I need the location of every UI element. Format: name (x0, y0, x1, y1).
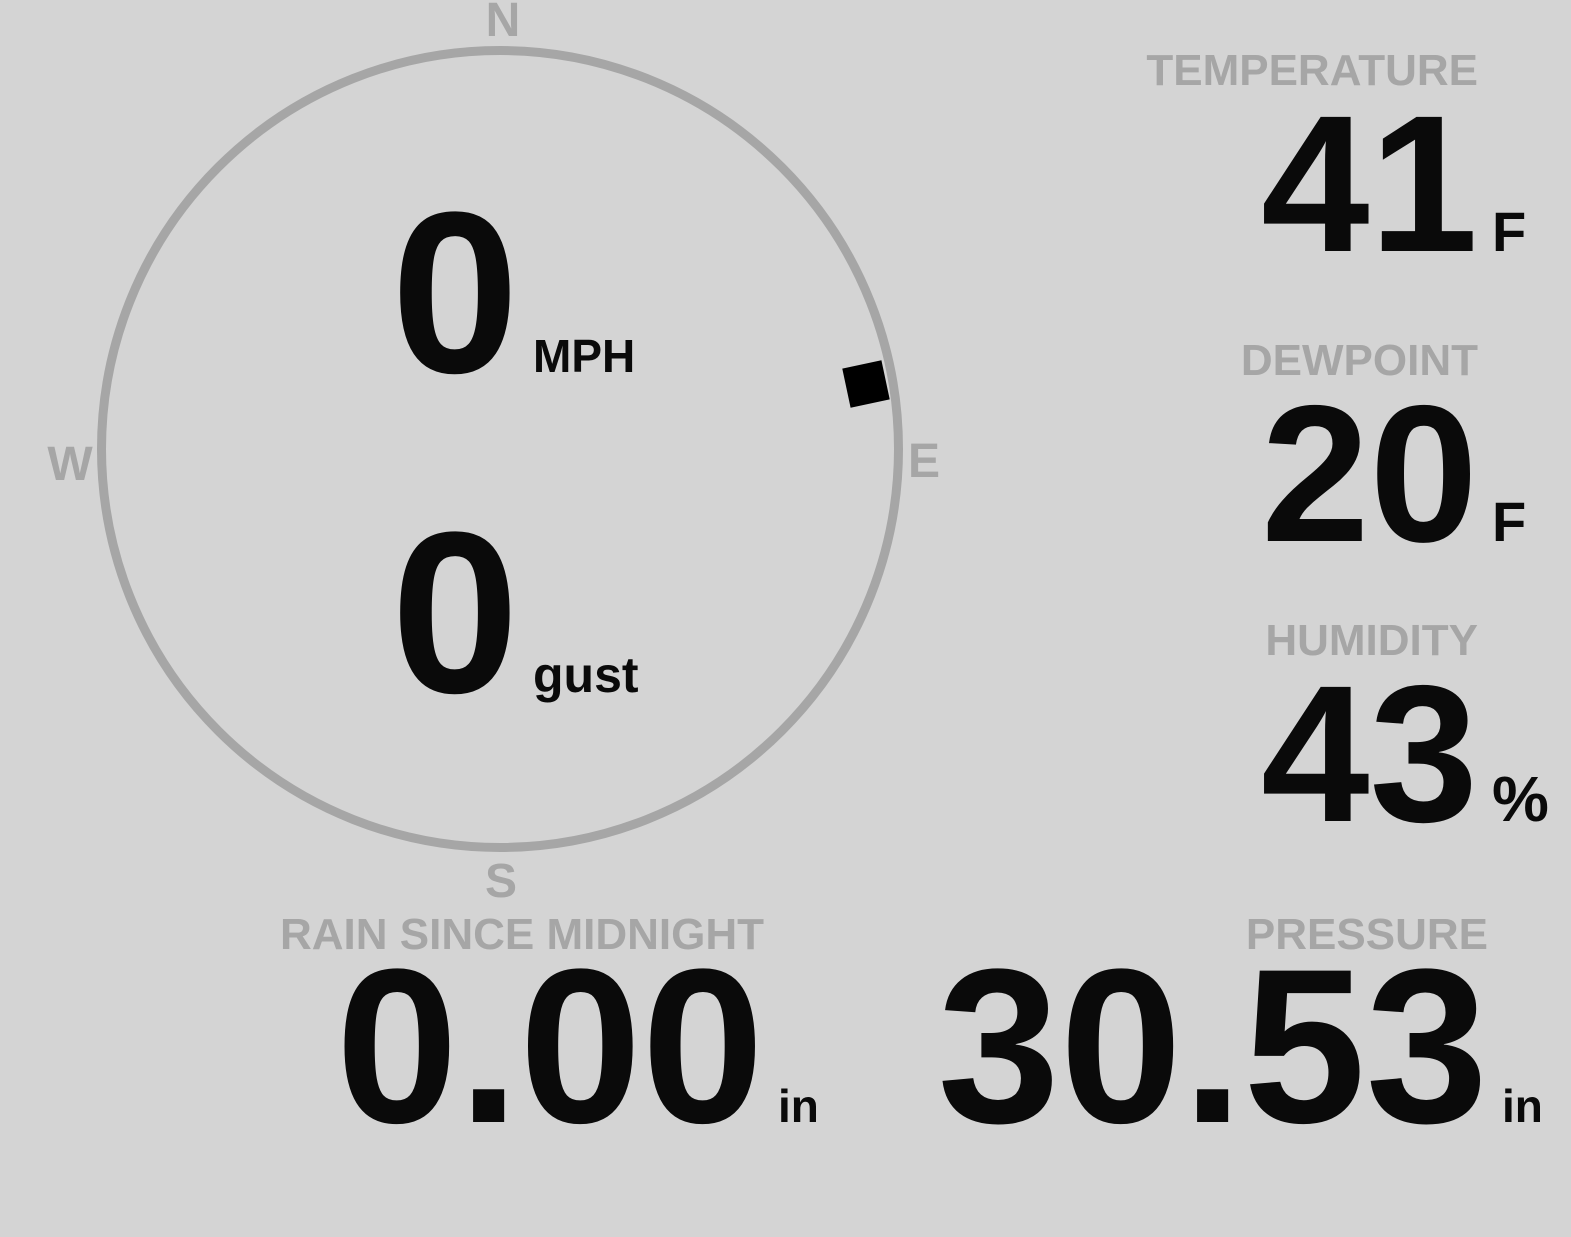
temperature-unit: F (1492, 200, 1527, 263)
pressure-unit: in (1502, 1080, 1543, 1132)
wind-gust-label: gust (533, 647, 639, 703)
temperature-label: TEMPERATURE (1146, 46, 1478, 95)
temperature-value: 41 (1261, 75, 1478, 293)
wind-speed-unit: MPH (533, 330, 636, 382)
rain-label: RAIN SINCE MIDNIGHT (280, 910, 764, 959)
pressure-label: PRESSURE (1245, 910, 1488, 959)
compass-label-east: E (907, 435, 941, 488)
dewpoint-unit: F (1492, 490, 1527, 553)
dewpoint-value-row: 20 F (1261, 365, 1526, 583)
metric-rain-since-midnight: RAIN SINCE MIDNIGHT 0.00 in (280, 910, 819, 1169)
wind-speed-value: 0 (391, 164, 519, 421)
dewpoint-label: DEWPOINT (1240, 336, 1478, 385)
rain-value-row: 0.00 in (335, 923, 819, 1169)
wind-speed-row: 0 MPH (391, 164, 635, 421)
metric-temperature: TEMPERATURE 41 F (1146, 46, 1526, 293)
compass-ring (97, 46, 903, 852)
compass-label-south: S (484, 855, 518, 908)
wind-direction-marker (842, 360, 890, 408)
humidity-value-row: 43 % (1261, 645, 1549, 863)
wind-gust-row: 0 gust (391, 484, 638, 741)
metric-humidity: HUMIDITY 43 % (1261, 616, 1549, 863)
humidity-value: 43 (1261, 645, 1478, 863)
dewpoint-value: 20 (1261, 365, 1478, 583)
temperature-value-row: 41 F (1261, 75, 1526, 293)
humidity-unit: % (1492, 763, 1549, 835)
metric-dewpoint: DEWPOINT 20 F (1240, 336, 1526, 583)
pressure-value: 30.53 (937, 923, 1488, 1169)
rain-value: 0.00 (335, 923, 764, 1169)
humidity-label: HUMIDITY (1265, 616, 1478, 665)
compass-label-west: W (47, 438, 93, 491)
pressure-value-row: 30.53 in (937, 923, 1542, 1169)
compass-label-north: N (485, 0, 521, 47)
metric-pressure: PRESSURE 30.53 in (937, 910, 1542, 1169)
wind-gust-value: 0 (391, 484, 519, 741)
rain-unit: in (778, 1080, 819, 1132)
